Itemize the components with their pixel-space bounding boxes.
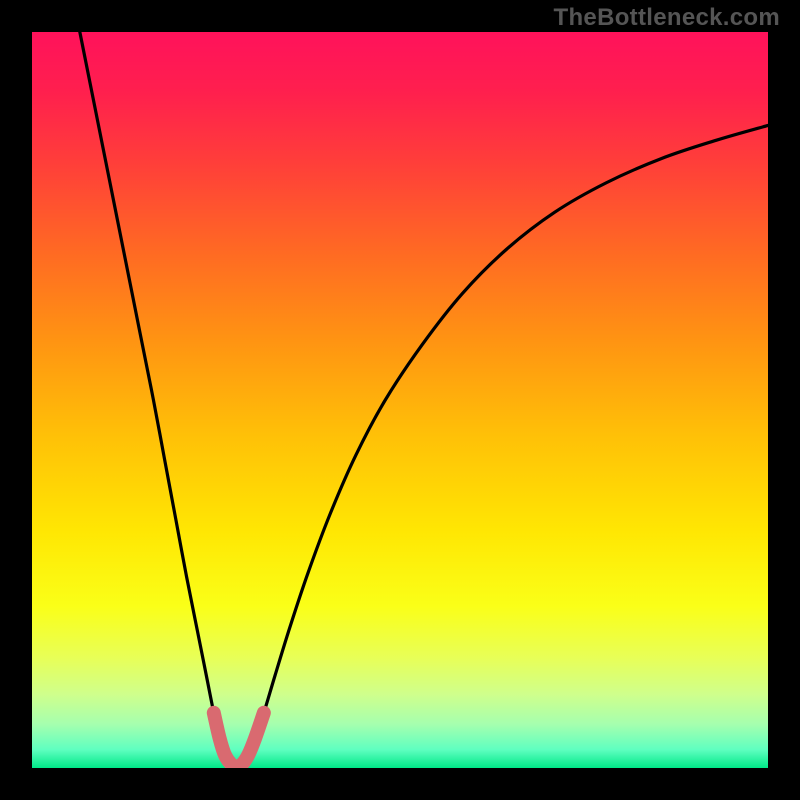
bottleneck-chart [0, 0, 800, 800]
chart-container: TheBottleneck.com [0, 0, 800, 800]
plot-background [32, 32, 768, 768]
watermark-text: TheBottleneck.com [554, 4, 780, 32]
